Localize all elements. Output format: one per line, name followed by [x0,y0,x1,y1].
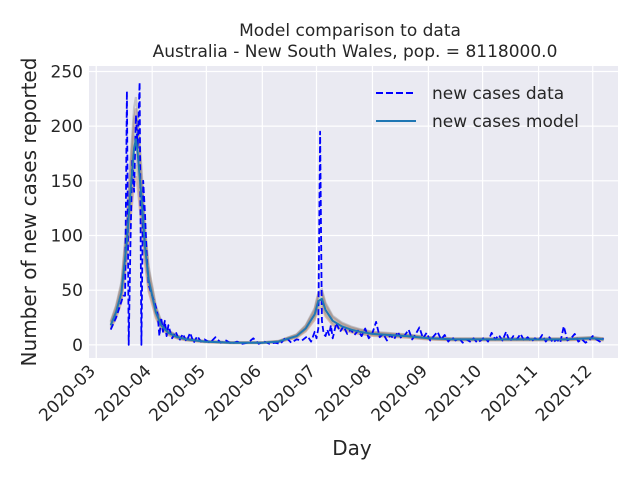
series-line-1 [109,138,604,344]
series-lines [109,81,605,346]
chart-subtitle: Australia - New South Wales, pop. = 8118… [153,42,558,62]
x-axis-label: Day [332,436,372,460]
y-tick-label: 50 [61,281,83,301]
chart-title: Model comparison to data [239,21,461,41]
plot-area [89,66,618,358]
legend-label-model: new cases model [432,112,579,132]
gridlines [89,66,618,358]
y-tick-label: 0 [72,336,83,356]
y-tick-label: 150 [51,172,83,192]
y-tick-label: 200 [51,117,83,137]
y-axis-ticks: 0 50 100 150 200 250 [51,62,83,355]
y-axis-label: Number of new cases reported [17,58,41,367]
legend: new cases data new cases model [376,84,579,132]
y-tick-label: 250 [51,62,83,82]
legend-label-data: new cases data [432,84,564,104]
y-tick-label: 100 [51,227,83,247]
